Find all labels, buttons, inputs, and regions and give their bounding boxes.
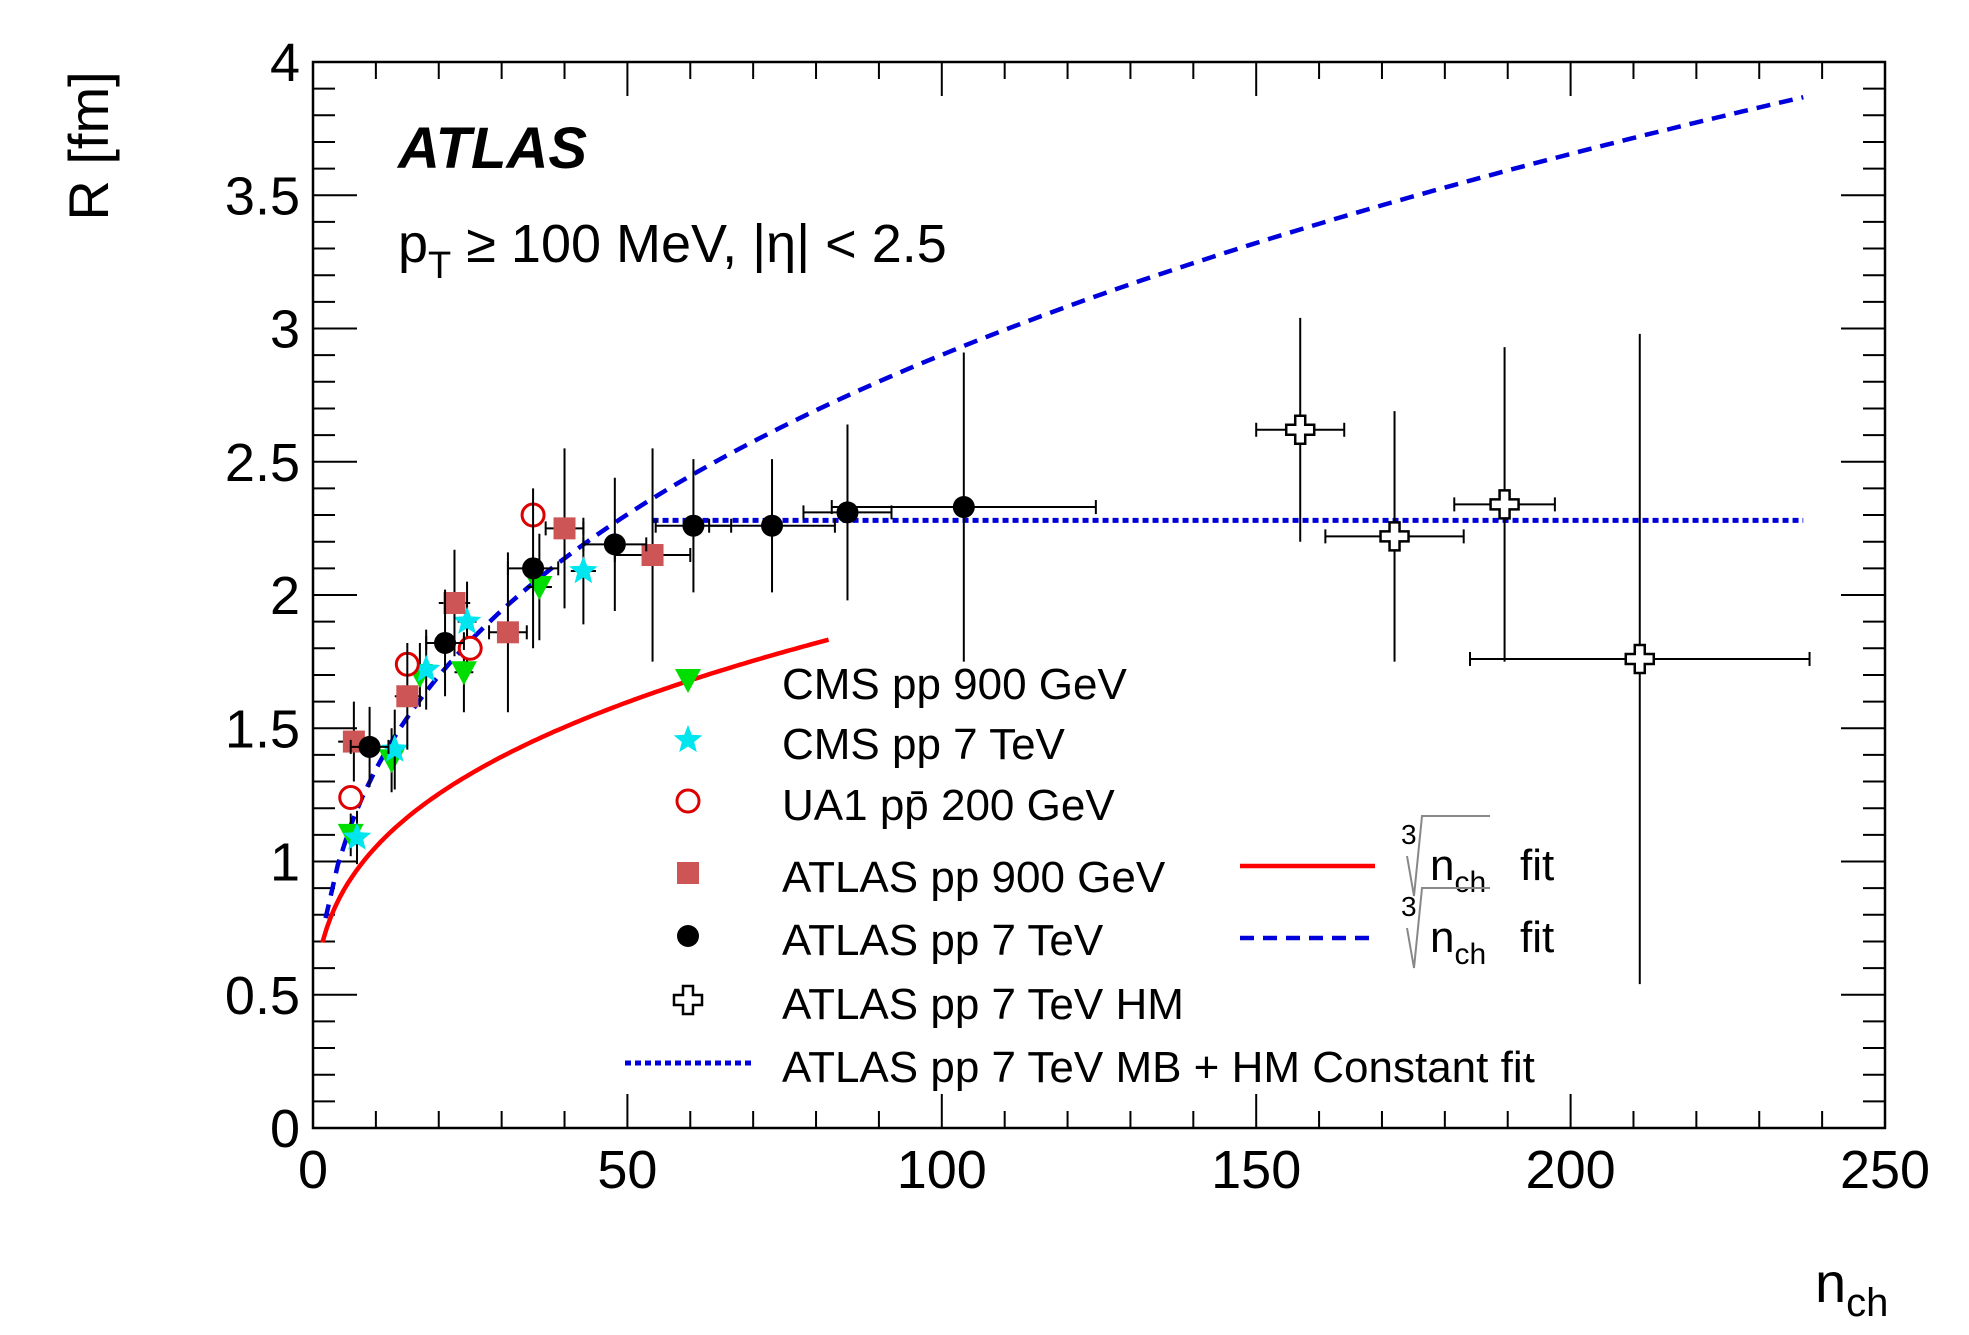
data-point	[338, 785, 364, 811]
data-point	[1624, 643, 1656, 675]
data-point	[682, 514, 705, 537]
legend-marker-0	[675, 669, 701, 693]
data-point	[452, 606, 482, 634]
legend-root-index-0: 3	[1401, 819, 1417, 850]
cut-label-rest: ≥ 100 MeV, |η| < 2.5	[451, 214, 947, 274]
legend-marker-5	[672, 984, 704, 1016]
data-point	[396, 685, 419, 708]
legend-label-1: CMS pp 7 TeV	[782, 720, 1066, 769]
legend-label-5: ATLAS pp 7 TeV HM	[782, 980, 1184, 1029]
legend-label-2: UA1 pp̄ 200 GeV	[782, 781, 1115, 830]
legend-label-constant: ATLAS pp 7 TeV MB + HM Constant fit	[782, 1043, 1535, 1092]
legend-radical-sign-0	[1406, 815, 1490, 897]
data-point	[443, 591, 466, 614]
data-point	[569, 556, 598, 584]
y-tick-label: 2	[270, 566, 300, 626]
data-point	[1489, 489, 1520, 520]
data-point	[380, 734, 409, 762]
series-4	[349, 352, 1097, 787]
x-tick-label: 50	[597, 1140, 657, 1200]
x-axis-label: nch	[1815, 1251, 1888, 1325]
cut-label-sub: T	[428, 245, 451, 287]
data-points	[337, 317, 1811, 985]
data-point	[411, 654, 441, 682]
y-tick-label: 2.5	[225, 433, 300, 493]
data-point	[1379, 521, 1410, 552]
legend-label-fit-word-1: fit	[1520, 913, 1554, 962]
fit-curve-0	[320, 637, 830, 944]
data-point	[457, 635, 483, 661]
data-point	[434, 631, 457, 654]
y-tick-label: 1.5	[225, 699, 300, 759]
experiment-label: ATLAS	[396, 116, 587, 181]
y-tick-label: 4	[270, 33, 300, 93]
data-point	[450, 661, 477, 686]
axis-ticks: 0 50 100 150 200 250 0 0.5 1 1.5 2 2.5 3 3.5 4	[225, 33, 1930, 1200]
y-tick-label: 3.5	[225, 166, 300, 226]
legend-marker-3	[677, 862, 699, 884]
x-tick-label: 200	[1526, 1140, 1616, 1200]
series-5	[1255, 317, 1811, 985]
data-point	[641, 544, 664, 567]
x-axis-label-sub: ch	[1846, 1281, 1888, 1325]
y-axis-label: R [fm]	[57, 71, 120, 220]
data-point	[761, 514, 784, 537]
data-point	[358, 735, 381, 758]
legend-radical-sign-1	[1406, 887, 1490, 969]
legend-label-fit-0: nch	[1430, 841, 1486, 899]
data-point	[836, 501, 859, 524]
legend-label-4: ATLAS pp 7 TeV	[782, 916, 1104, 965]
x-axis-label-main: n	[1815, 1251, 1846, 1314]
y-tick-label: 1	[270, 833, 300, 893]
legend-marker-1	[673, 725, 703, 753]
x-tick-label: 250	[1840, 1140, 1930, 1200]
legend-label-fit-word-0: fit	[1520, 841, 1554, 890]
series-1	[342, 517, 598, 865]
data-point	[603, 533, 626, 556]
data-point	[1284, 414, 1316, 446]
x-tick-label: 0	[298, 1140, 328, 1200]
x-tick-label: 150	[1211, 1140, 1301, 1200]
data-point	[496, 621, 519, 644]
data-point	[342, 822, 372, 850]
legend-label-3: ATLAS pp 900 GeV	[782, 853, 1166, 902]
data-point	[522, 557, 545, 580]
data-point	[952, 496, 975, 519]
y-tick-label: 3	[270, 300, 300, 360]
legend-label-0: CMS pp 900 GeV	[782, 660, 1127, 709]
y-tick-label: 0	[270, 1099, 300, 1159]
legend-marker-4	[677, 925, 699, 947]
legend: CMS pp 900 GeV CMS pp 7 TeV UA1 pp̄ 200 Ge…	[625, 660, 1554, 1092]
fit-curve-1	[323, 95, 1804, 919]
legend-root-index-1: 3	[1401, 891, 1417, 922]
y-tick-label: 0.5	[225, 966, 300, 1026]
legend-label-fit-1: nch	[1430, 913, 1486, 971]
data-point	[553, 517, 576, 540]
x-tick-label: 100	[897, 1140, 987, 1200]
legend-marker-2	[675, 788, 701, 814]
cut-label-p: p	[398, 214, 428, 274]
cut-label: pT ≥ 100 MeV, |η| < 2.5	[398, 214, 947, 287]
